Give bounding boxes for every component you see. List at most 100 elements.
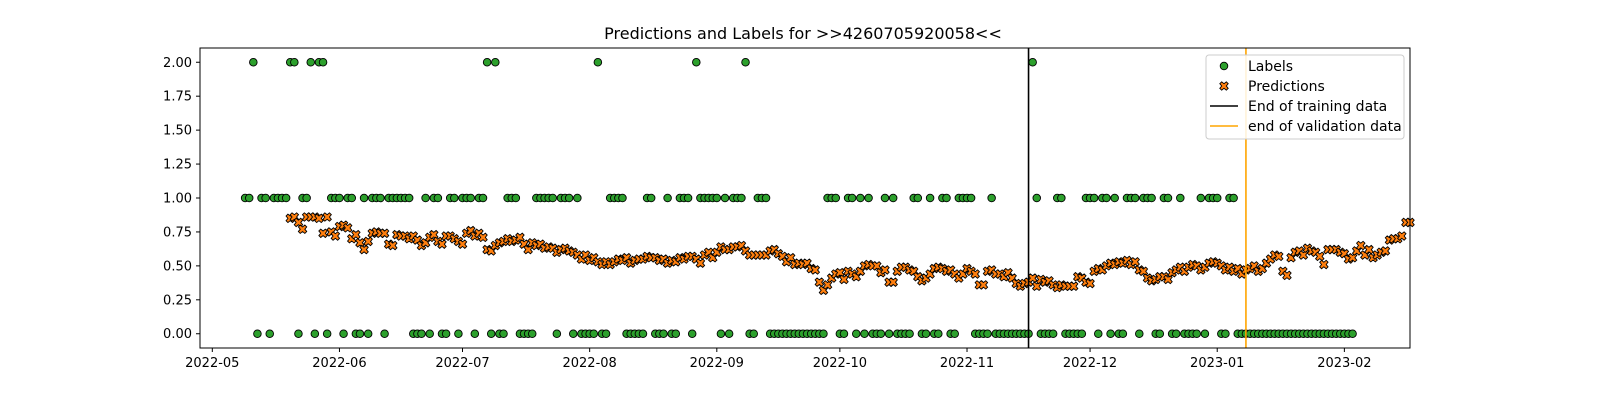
- label-point: [404, 193, 414, 203]
- legend: Labels Predictions End of training data end…: [1205, 54, 1405, 140]
- label-point: [593, 58, 603, 67]
- label-point: [966, 193, 976, 203]
- prediction-point: [363, 236, 373, 247]
- label-point: [380, 329, 389, 338]
- prediction-point: [810, 265, 821, 275]
- x-tick-label: 2022-12: [1063, 356, 1117, 371]
- prediction-point: [293, 217, 304, 228]
- label-point: [347, 193, 357, 203]
- legend-entry-validation: end of validation data: [1248, 119, 1402, 135]
- label-point: [376, 193, 385, 203]
- label-point: [749, 329, 758, 338]
- label-point: [339, 329, 348, 338]
- label-point: [482, 58, 492, 67]
- prediction-point: [888, 277, 898, 287]
- x-axis: 2022-05 2022-06 2022-07 2022-08 2022-09 2022-…: [185, 348, 1372, 371]
- label-point: [281, 193, 291, 203]
- label-point: [987, 193, 996, 203]
- prediction-point: [1380, 246, 1391, 256]
- label-point: [466, 193, 475, 203]
- label-point: [294, 329, 303, 338]
- label-point: [983, 329, 992, 338]
- label-point: [1077, 329, 1087, 338]
- prediction-point: [1314, 251, 1325, 262]
- label-point: [425, 329, 434, 338]
- y-tick-label: 0.25: [163, 293, 192, 308]
- label-point: [265, 329, 274, 338]
- label-point: [363, 329, 373, 338]
- label-point: [856, 193, 865, 203]
- label-point: [589, 329, 599, 338]
- prediction-point: [695, 258, 706, 268]
- label-point: [905, 329, 914, 338]
- label-point: [470, 329, 480, 338]
- prediction-point: [428, 229, 439, 240]
- prediction-point: [297, 224, 308, 235]
- label-point: [913, 193, 923, 203]
- label-point: [1057, 193, 1066, 203]
- prediction-point: [359, 244, 369, 255]
- label-point: [692, 58, 701, 67]
- label-point: [638, 329, 648, 338]
- label-point: [888, 193, 898, 203]
- label-point: [1200, 329, 1210, 338]
- label-point: [318, 58, 328, 67]
- y-axis: 0.00 0.25 0.50 0.75 1.00 1.25 1.50 1.75 2.00: [163, 56, 200, 342]
- chart-title: Predictions and Labels for >>42607059200…: [604, 24, 1002, 43]
- label-point: [1094, 329, 1103, 338]
- label-point: [249, 58, 258, 67]
- label-point: [1147, 193, 1156, 203]
- label-point: [925, 193, 935, 203]
- label-point: [618, 193, 627, 203]
- label-point: [921, 329, 931, 338]
- label-point: [1048, 329, 1058, 338]
- label-point: [433, 193, 443, 203]
- label-point: [724, 329, 734, 338]
- label-point: [601, 329, 611, 338]
- label-point: [847, 193, 857, 203]
- prediction-point: [515, 232, 525, 243]
- label-point: [359, 193, 369, 203]
- prediction-point: [314, 213, 324, 224]
- label-point: [646, 193, 656, 203]
- label-point: [564, 193, 574, 203]
- prediction-point: [822, 280, 833, 290]
- label-point: [1196, 193, 1206, 203]
- label-point: [876, 329, 886, 338]
- label-point: [478, 193, 488, 203]
- prediction-point: [970, 269, 981, 279]
- label-point: [663, 193, 672, 203]
- x-tick-label: 2022-11: [940, 356, 994, 371]
- y-tick-label: 0.50: [163, 259, 192, 274]
- label-point: [659, 329, 668, 338]
- y-tick-label: 0.75: [163, 225, 192, 240]
- label-point: [934, 329, 943, 338]
- label-point: [852, 329, 861, 338]
- label-point: [454, 329, 463, 338]
- label-point: [1192, 329, 1201, 338]
- label-point: [306, 58, 315, 67]
- label-point: [499, 329, 508, 338]
- label-point: [1229, 193, 1238, 203]
- legend-entry-labels: Labels: [1248, 59, 1293, 75]
- label-point: [290, 58, 299, 67]
- x-tick-label: 2022-07: [435, 356, 489, 371]
- label-point: [716, 329, 726, 338]
- prediction-point: [478, 232, 488, 243]
- prediction-point: [1085, 278, 1095, 289]
- prediction-point: [355, 237, 365, 248]
- prediction-point: [880, 265, 890, 275]
- label-point: [671, 329, 681, 338]
- y-tick-label: 1.00: [163, 192, 192, 207]
- label-point: [761, 193, 771, 203]
- prediction-point: [1319, 259, 1329, 270]
- label-point: [421, 193, 430, 203]
- label-point: [1163, 193, 1173, 203]
- label-point: [1221, 329, 1230, 338]
- x-tick-label: 2022-05: [185, 356, 239, 371]
- legend-entry-training: End of training data: [1248, 99, 1387, 115]
- prediction-point: [1138, 266, 1149, 277]
- x-tick-label: 2022-09: [690, 356, 744, 371]
- prediction-point: [523, 244, 533, 255]
- prediction-point: [814, 277, 825, 287]
